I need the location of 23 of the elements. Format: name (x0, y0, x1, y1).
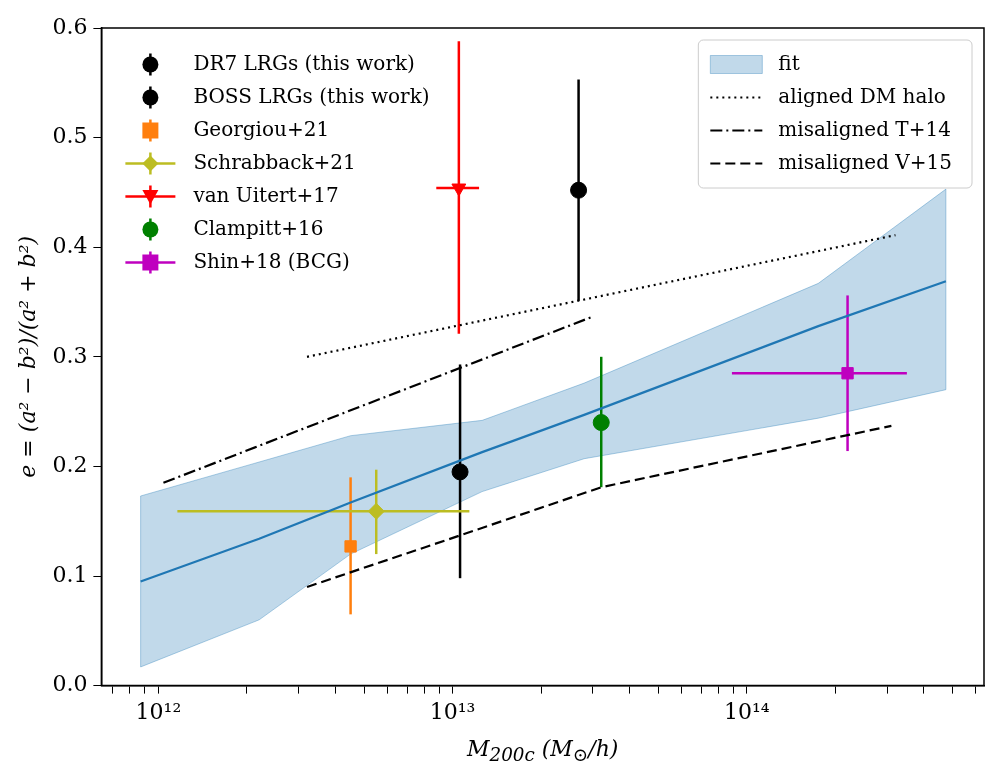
x-axis-title: M$_{200c}$ (M$_{⊙}$/h) (465, 736, 620, 766)
legend-label: van Uitert+17 (192, 182, 339, 207)
legend-label: Schrabback+21 (193, 149, 356, 174)
legend-label: DR7 LRGs (this work) (193, 50, 415, 75)
legend-label: fit (778, 50, 800, 75)
y-axis-title: e = (a² − b²)/(a² + b²) (14, 235, 40, 478)
y-tick-label: 0.0 (52, 671, 88, 697)
x-tick-label: 10¹⁴ (724, 698, 770, 724)
legend-label: aligned DM halo (778, 83, 946, 108)
x-tick-label: 10¹² (135, 698, 182, 724)
y-tick-label: 0.6 (52, 13, 88, 39)
y-tick-label: 0.4 (52, 232, 88, 258)
y-tick-label: 0.1 (52, 561, 88, 587)
legend-label: BOSS LRGs (this work) (193, 83, 430, 108)
y-tick-label: 0.3 (52, 342, 88, 368)
legend-label: Shin+18 (BCG) (193, 248, 350, 273)
x-tick-label: 10¹³ (429, 698, 476, 724)
legend-label: misaligned V+15 (778, 149, 952, 174)
legend-label: Clampitt+16 (193, 215, 324, 240)
y-tick-label: 0.5 (52, 123, 88, 149)
y-tick-label: 0.2 (52, 452, 88, 478)
legend-label: misaligned T+14 (778, 116, 951, 141)
legend-label: Georgiou+21 (193, 116, 330, 141)
